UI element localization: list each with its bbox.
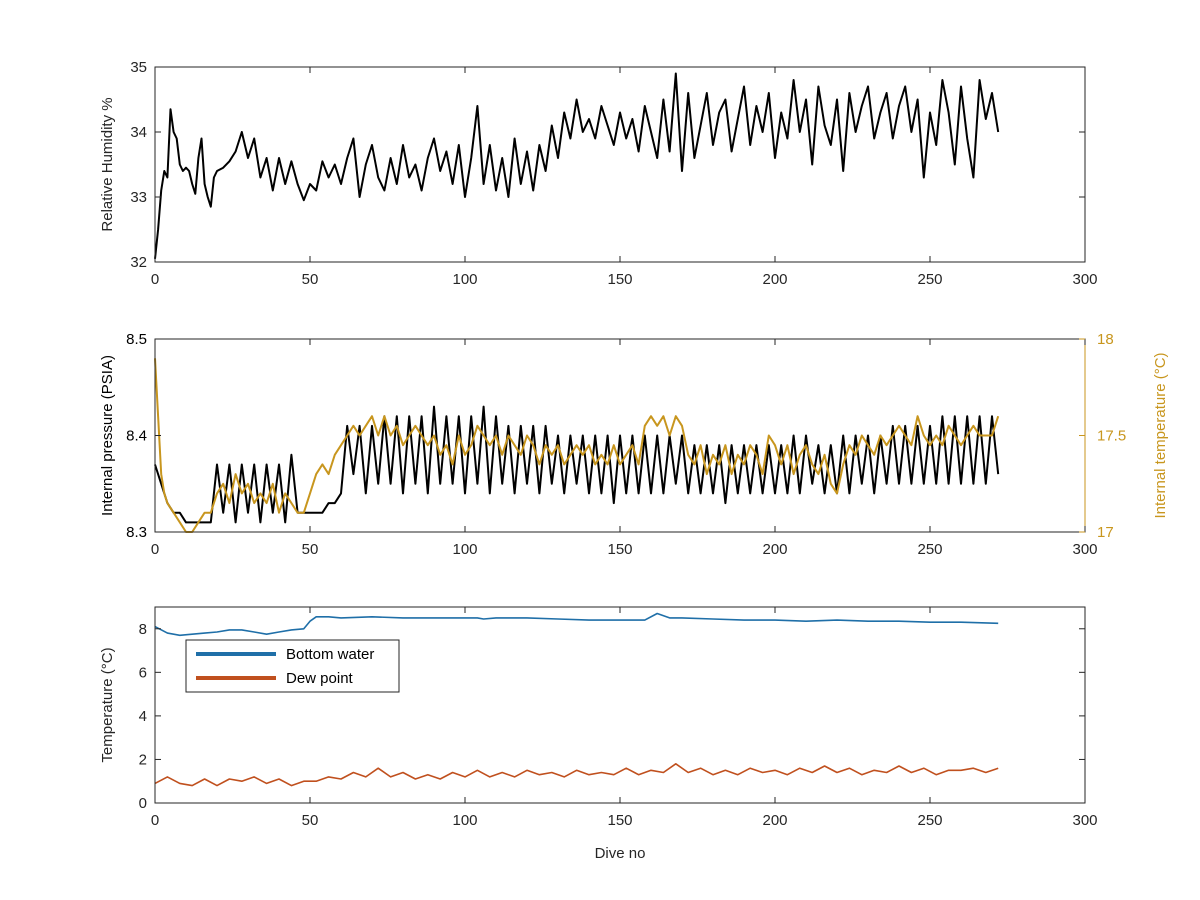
pressure-y-axis-label: Internal pressure (PSIA) xyxy=(99,355,116,516)
humidity-y-tick-label: 35 xyxy=(130,59,147,76)
pressure-x-tick-label: 100 xyxy=(452,541,477,558)
temperature-x-tick-label: 250 xyxy=(917,812,942,829)
legend-label-bottom-water: Bottom water xyxy=(286,646,374,663)
legend-label-dew-point: Dew point xyxy=(286,670,354,687)
bottom-water-line xyxy=(154,612,999,637)
temperature-legend: Bottom water Dew point xyxy=(185,639,400,693)
temperature-y-tick-label: 8 xyxy=(139,621,147,638)
temperature-x-tick-label: 300 xyxy=(1072,812,1097,829)
temperature-x-tick-label: 0 xyxy=(151,812,159,829)
humidity-x-tick-label: 150 xyxy=(607,271,632,288)
humidity-x-tick-label: 50 xyxy=(302,271,319,288)
humidity-y-tick-label: 34 xyxy=(130,124,147,141)
temperature-x-ticks: 0 50 100 150 200 250 300 xyxy=(151,607,1098,829)
humidity-x-tick-label: 300 xyxy=(1072,271,1097,288)
temperature-x-tick-label: 200 xyxy=(762,812,787,829)
humidity-subplot: 0 50 100 150 200 250 300 32 33 34 35 Relative Hum… xyxy=(99,59,1098,288)
internal-temperature-tick-label: 17.5 xyxy=(1097,428,1126,445)
pressure-y-ticks: 8.3 8.4 8.5 xyxy=(126,331,161,541)
temperature-x-tick-label: 150 xyxy=(607,812,632,829)
temperature-x-tick-label: 100 xyxy=(452,812,477,829)
humidity-y-tick-label: 32 xyxy=(130,254,147,271)
pressure-y-tick-label: 8.5 xyxy=(126,331,147,348)
humidity-x-tick-label: 0 xyxy=(151,271,159,288)
temperature-y-tick-label: 0 xyxy=(139,795,147,812)
dew-point-line xyxy=(154,763,999,787)
humidity-y-ticks: 32 33 34 35 xyxy=(130,59,1085,271)
relative-humidity-line xyxy=(154,72,1000,259)
humidity-y-tick-label: 33 xyxy=(130,189,147,206)
legend-box xyxy=(185,639,400,693)
pressure-x-tick-label: 200 xyxy=(762,541,787,558)
pressure-x-tick-label: 0 xyxy=(151,541,159,558)
dive-no-x-axis-label: Dive no xyxy=(595,845,646,862)
temperature-plot-area xyxy=(154,612,999,787)
pressure-plot-area xyxy=(154,358,1000,533)
pressure-y-tick-label: 8.4 xyxy=(126,428,147,445)
temperature-x-tick-label: 50 xyxy=(302,812,319,829)
internal-temperature-tick-label: 18 xyxy=(1097,331,1114,348)
temperature-subplot: 0 50 100 150 200 250 300 0 2 4 6 8 Temperature (°C… xyxy=(99,606,1098,862)
internal-temperature-y-ticks: 17 17.5 18 xyxy=(1079,331,1126,541)
humidity-x-ticks: 0 50 100 150 200 250 300 xyxy=(151,67,1098,288)
temperature-y-ticks: 0 2 4 6 8 xyxy=(139,621,1085,812)
temperature-y-axis-label: Temperature (°C) xyxy=(99,647,116,762)
humidity-y-axis-label: Relative Humidity % xyxy=(99,97,116,231)
humidity-plot-area xyxy=(154,72,1000,259)
humidity-x-tick-label: 100 xyxy=(452,271,477,288)
pressure-x-tick-label: 300 xyxy=(1072,541,1097,558)
temperature-y-tick-label: 4 xyxy=(139,708,147,725)
internal-temperature-y-axis-label: Internal temperature (°C) xyxy=(1152,352,1169,518)
internal-temperature-tick-label: 17 xyxy=(1097,524,1114,541)
pressure-subplot: 0 50 100 150 200 250 300 8.3 8.4 8.5 17 17.5 18 In… xyxy=(99,331,1169,558)
internal-temperature-line xyxy=(154,358,1000,533)
pressure-x-tick-label: 50 xyxy=(302,541,319,558)
pressure-y-tick-label: 8.3 xyxy=(126,524,147,541)
temperature-y-tick-label: 2 xyxy=(139,751,147,768)
pressure-x-ticks: 0 50 100 150 200 250 300 xyxy=(151,339,1098,558)
pressure-x-tick-label: 250 xyxy=(917,541,942,558)
pressure-x-tick-label: 150 xyxy=(607,541,632,558)
humidity-x-tick-label: 250 xyxy=(917,271,942,288)
temperature-y-tick-label: 6 xyxy=(139,664,147,681)
humidity-x-tick-label: 200 xyxy=(762,271,787,288)
